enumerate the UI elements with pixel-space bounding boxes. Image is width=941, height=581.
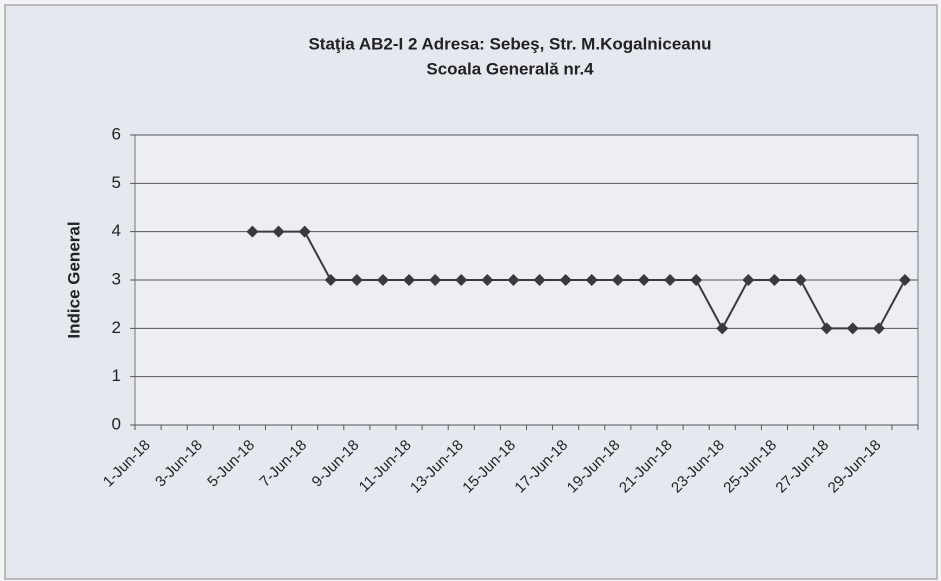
- data-point: [820, 322, 833, 335]
- data-point: [246, 225, 259, 238]
- data-point: [768, 274, 781, 286]
- y-axis-label: Indice General: [64, 221, 83, 338]
- data-point: [742, 274, 755, 286]
- data-point: [481, 274, 494, 286]
- data-point: [324, 274, 337, 286]
- data-point: [376, 274, 389, 286]
- data-point: [872, 322, 885, 335]
- data-point: [716, 322, 729, 335]
- data-point: [298, 225, 311, 238]
- y-tick-label: 0: [112, 414, 121, 433]
- data-point: [559, 274, 572, 286]
- data-point: [350, 274, 363, 286]
- chart-subtitle: Scoala Generală nr.4: [426, 59, 594, 78]
- y-tick-label: 2: [112, 318, 121, 337]
- data-point: [455, 274, 468, 286]
- data-point: [846, 322, 859, 335]
- data-point: [429, 274, 442, 286]
- y-tick-label: 3: [112, 269, 121, 288]
- data-point: [690, 274, 703, 286]
- y-tick-label: 5: [112, 173, 121, 192]
- data-point: [533, 274, 546, 286]
- data-point: [611, 274, 624, 286]
- y-tick-label: 6: [112, 124, 121, 143]
- data-point: [664, 274, 677, 286]
- data-point: [794, 274, 807, 286]
- y-tick-label: 4: [112, 221, 121, 240]
- data-point: [507, 274, 520, 286]
- data-point: [898, 274, 911, 286]
- data-point: [272, 225, 285, 238]
- data-point: [637, 274, 650, 286]
- data-point: [585, 274, 598, 286]
- data-point: [403, 274, 416, 286]
- y-tick-label: 1: [112, 366, 121, 385]
- chart-title: Staţia AB2-I 2 Adresa: Sebeş, Str. M.Kog…: [308, 34, 711, 53]
